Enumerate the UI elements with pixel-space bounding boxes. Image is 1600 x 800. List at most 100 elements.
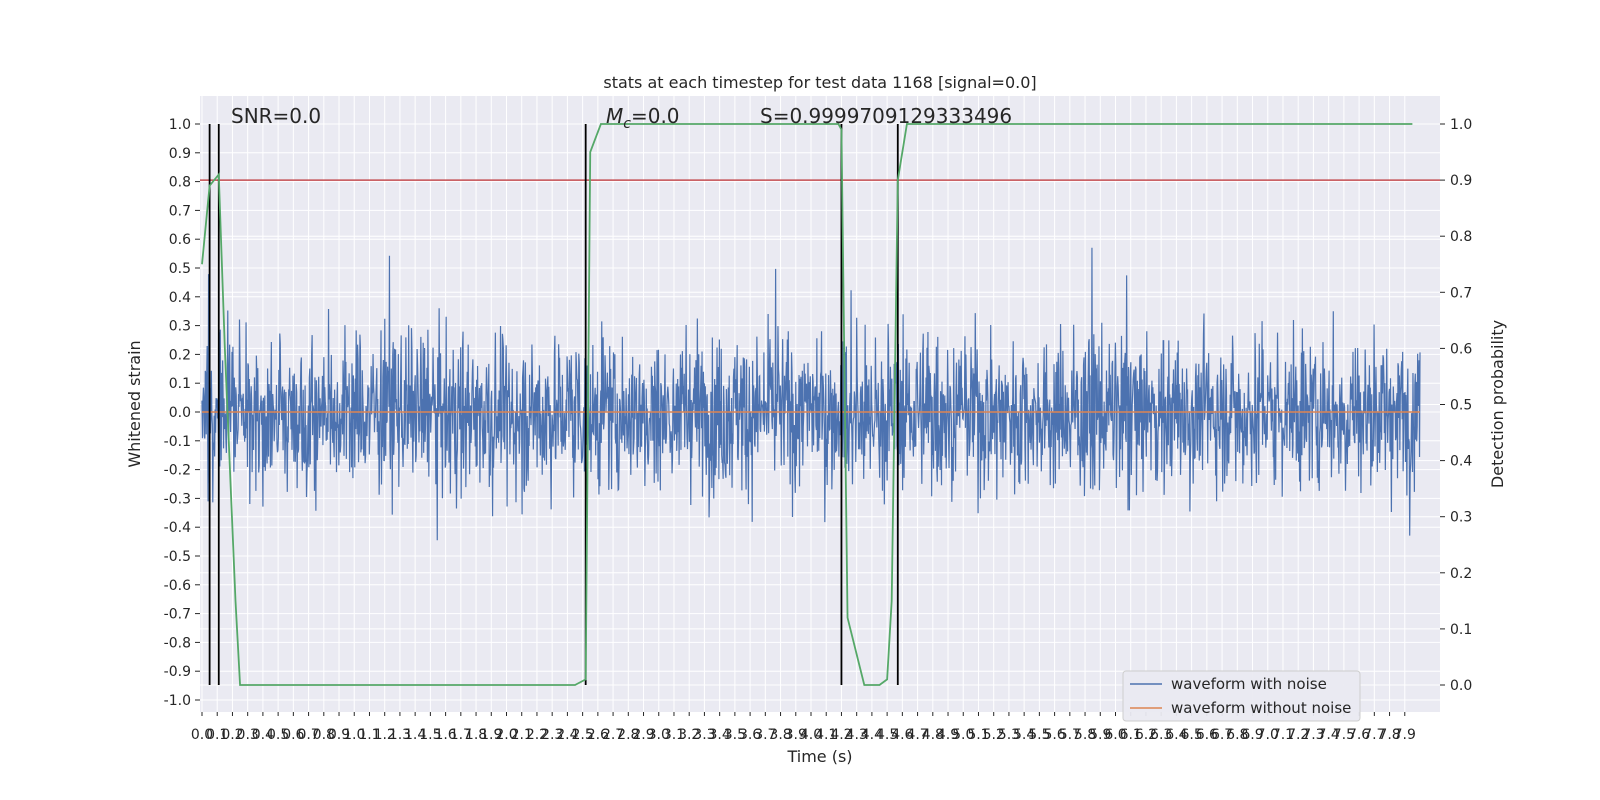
x-tick-label: 6.8	[1226, 727, 1248, 743]
x-tick-label: 6.1	[1120, 727, 1142, 743]
y-tick-label-left: 0.8	[169, 175, 191, 191]
x-tick-label: 1.0	[343, 727, 365, 743]
x-tick-label: 4.6	[891, 727, 913, 743]
y-tick-label-right: 0.4	[1450, 454, 1472, 470]
y-tick-label-left: 0.0	[169, 405, 191, 421]
x-tick-label: 5.9	[1089, 727, 1111, 743]
y-tick-label-left: -0.8	[164, 635, 191, 651]
x-tick-label: 5.3	[998, 727, 1020, 743]
chart-title: stats at each timestep for test data 116…	[603, 73, 1036, 92]
x-tick-label: 7.8	[1378, 727, 1400, 743]
y-tick-label-left: 0.6	[169, 232, 191, 248]
chirp-mass-subscript: c	[623, 116, 631, 132]
y-tick-label-left: 0.3	[169, 319, 191, 335]
right-y-axis-label: Detection probability	[1488, 320, 1507, 488]
y-tick-label-right: 0.6	[1450, 341, 1472, 357]
y-tick-label-right: 1.0	[1450, 117, 1472, 133]
y-tick-label-right: 0.1	[1450, 622, 1472, 638]
left-y-tick-labels: 1.0 0.9 0.8 0.7 0.6 0.5 0.4 0.3 0.2 0.1 0.0 -0.1 -0.…	[164, 117, 200, 709]
x-tick-label: 5.6	[1043, 727, 1065, 743]
x-tick-label: 1.7	[450, 727, 472, 743]
x-tick-label: 5.8	[1074, 727, 1096, 743]
score-annotation: S=0.9999709129333496	[760, 104, 1012, 128]
x-tick-label: 7.9	[1394, 727, 1416, 743]
x-tick-label: 4.0	[800, 727, 822, 743]
x-tick-label: 0.4	[252, 727, 274, 743]
x-tick-label: 0.2	[221, 727, 243, 743]
x-tick-label: 7.1	[1272, 727, 1294, 743]
x-tick-label: 2.6	[587, 727, 609, 743]
x-tick-label: 4.8	[922, 727, 944, 743]
x-tick-label: 6.0	[1104, 727, 1126, 743]
y-tick-label-left: -0.6	[164, 578, 191, 594]
waveform-with-noise-series	[201, 247, 1421, 541]
x-tick-label: 4.1	[815, 727, 837, 743]
y-tick-label-right: 0.3	[1450, 510, 1472, 526]
x-tick-label: 1.8	[465, 727, 487, 743]
chirp-mass-annotation: Mc=0.0	[606, 104, 680, 132]
x-tick-label: 7.6	[1348, 727, 1370, 743]
x-tick-label: 2.1	[511, 727, 533, 743]
x-tick-label: 0.3	[237, 727, 259, 743]
x-tick-label: 2.4	[556, 727, 578, 743]
x-tick-label: 1.2	[374, 727, 396, 743]
x-tick-label: 7.3	[1302, 727, 1324, 743]
y-tick-label-left: 0.5	[169, 261, 191, 277]
x-tick-label: 6.7	[1211, 727, 1233, 743]
y-tick-label-left: -0.5	[164, 549, 191, 565]
legend-label-clean: waveform without noise	[1171, 699, 1351, 717]
y-tick-label-left: 0.4	[169, 290, 191, 306]
x-tick-label: 2.9	[632, 727, 654, 743]
y-tick-label-right: 0.9	[1450, 173, 1472, 189]
x-tick-label: 6.9	[1241, 727, 1263, 743]
x-tick-label: 3.9	[785, 727, 807, 743]
detection-probability-series	[201, 123, 1413, 686]
y-tick-label-right: 0.0	[1450, 678, 1472, 694]
x-tick-label: 0.0	[191, 727, 213, 743]
x-tick-label: 4.5	[876, 727, 898, 743]
x-tick-label: 3.0	[648, 727, 670, 743]
x-axis-label: Time (s)	[786, 747, 852, 766]
y-tick-label-right: 0.2	[1450, 566, 1472, 582]
x-tick-label: 3.6	[739, 727, 761, 743]
x-tick-label: 5.4	[1013, 727, 1035, 743]
x-tick-label: 4.2	[830, 727, 852, 743]
y-tick-label-left: 0.1	[169, 376, 191, 392]
legend-box	[1122, 670, 1361, 722]
x-tick-label: 1.4	[404, 727, 426, 743]
chirp-mass-value: =0.0	[631, 104, 680, 128]
left-y-axis-label: Whitened strain	[125, 340, 144, 467]
x-tick-label: 2.2	[526, 727, 548, 743]
chirp-mass-symbol: M	[606, 104, 623, 128]
x-tick-label: 7.2	[1287, 727, 1309, 743]
y-tick-label-left: 0.7	[169, 203, 191, 219]
right-y-tick-labels: 1.0 0.9 0.8 0.7 0.6 0.5 0.4 0.3 0.2 0.1 0.0	[1440, 117, 1472, 694]
x-tick-label: 2.7	[602, 727, 624, 743]
x-tick-label: 1.1	[358, 727, 380, 743]
x-tick-label: 0.1	[206, 727, 228, 743]
y-tick-label-left: -0.9	[164, 664, 191, 680]
x-tick-label: 7.5	[1333, 727, 1355, 743]
x-tick-label: 3.3	[693, 727, 715, 743]
x-tick-label: 3.4	[709, 727, 731, 743]
y-tick-label-left: -0.3	[164, 491, 191, 507]
x-tick-label: 3.2	[678, 727, 700, 743]
x-tick-label: 3.1	[663, 727, 685, 743]
x-tick-label: 2.0	[495, 727, 517, 743]
x-tick-label: 4.7	[906, 727, 928, 743]
y-tick-label-left: -0.4	[164, 520, 191, 536]
legend: waveform with noise waveform without noi…	[1122, 670, 1361, 722]
x-tick-label: 6.5	[1180, 727, 1202, 743]
y-tick-label-left: -0.7	[164, 607, 191, 623]
event-lines	[208, 124, 899, 685]
x-tick-label: 7.4	[1318, 727, 1340, 743]
x-tick-label: 6.2	[1135, 727, 1157, 743]
x-tick-label: 0.8	[313, 727, 335, 743]
x-tick-label: 3.7	[754, 727, 776, 743]
y-tick-label-left: -0.2	[164, 463, 191, 479]
x-tick-label: 4.3	[846, 727, 868, 743]
x-tick-label: 1.9	[480, 727, 502, 743]
legend-label-noise: waveform with noise	[1171, 675, 1327, 693]
x-tick-label: 1.5	[419, 727, 441, 743]
